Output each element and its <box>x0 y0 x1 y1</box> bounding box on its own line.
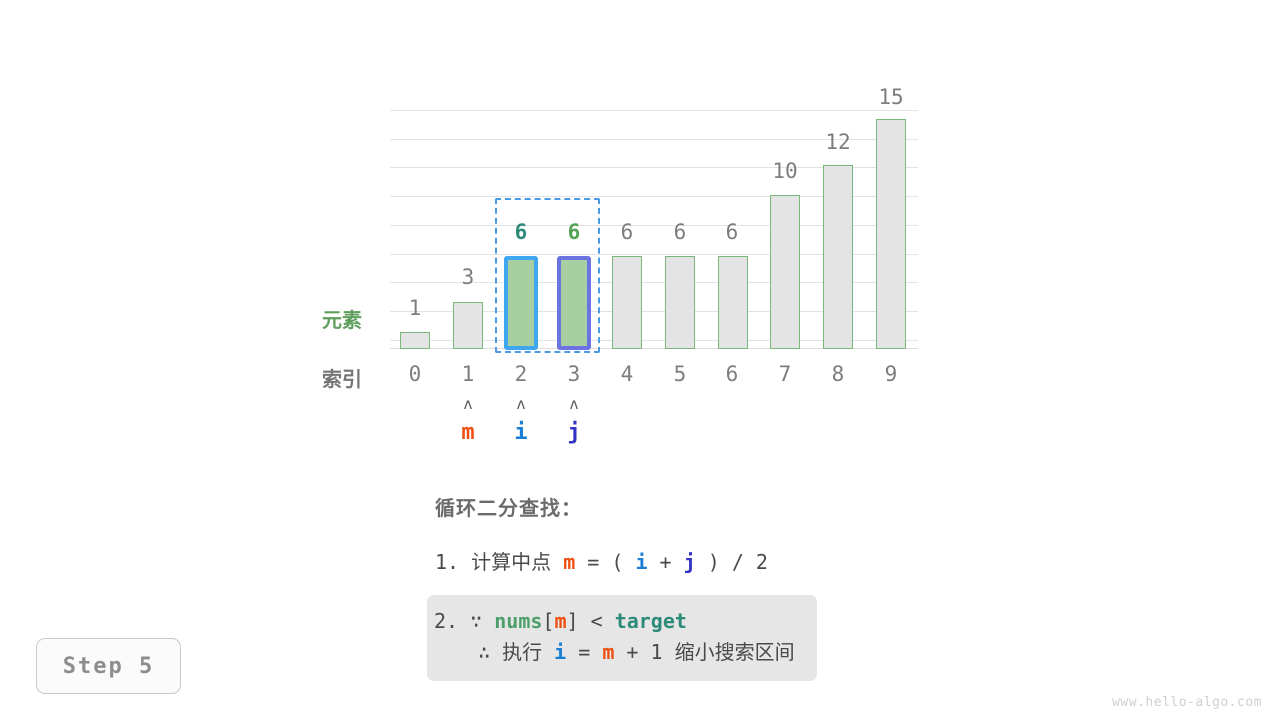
bar-value-1: 3 <box>461 265 475 289</box>
bar-value-6: 6 <box>725 220 739 244</box>
binary-search-chart: 元素 索引 1 3 6 6 6 6 6 10 12 15 0 1 2 3 4 5… <box>322 85 918 445</box>
bar-value-2: 6 <box>514 220 528 244</box>
explanation-step-2: 2. ∵ nums[m] < target ∴ 执行 i = m + 1 缩小搜… <box>427 595 817 681</box>
step1-div: ) / 2 <box>707 550 768 574</box>
caret-i-icon: ʌ <box>516 395 526 413</box>
bar-5 <box>665 256 695 349</box>
bar-value-4: 6 <box>620 220 634 244</box>
step-badge-label: Step 5 <box>62 653 155 679</box>
bar-8 <box>823 165 853 349</box>
step2-therefore-icon: ∴ <box>478 640 491 664</box>
step1-i: i <box>635 550 648 574</box>
explanation-block: 循环二分查找： 1. 计算中点 m = ( i + j ) / 2 2. ∵ n… <box>427 492 955 681</box>
caret-j-icon: ʌ <box>569 395 579 413</box>
search-range-box <box>495 198 600 353</box>
index-label-3: 3 <box>567 362 581 386</box>
pointer-label-j: j <box>567 420 581 445</box>
bar-value-5: 6 <box>673 220 687 244</box>
index-label-0: 0 <box>408 362 422 386</box>
bar-value-9: 15 <box>878 85 904 109</box>
bar-value-8: 12 <box>825 130 851 154</box>
step1-eq: = ( <box>587 550 624 574</box>
element-row-label: 元素 <box>322 308 362 332</box>
bar-value-0: 1 <box>408 296 422 320</box>
step2-target: target <box>614 609 687 633</box>
explanation-step-1: 1. 计算中点 m = ( i + j ) / 2 <box>435 547 955 578</box>
pointer-label-m: m <box>461 420 475 445</box>
gridline <box>390 110 918 111</box>
bar-value-3: 6 <box>567 220 581 244</box>
step1-text: 计算中点 <box>471 550 552 574</box>
step2-tail: 缩小搜索区间 <box>674 640 795 664</box>
step2-line-1: 2. ∵ nums[m] < target <box>434 606 795 637</box>
bar-7 <box>770 195 800 349</box>
index-label-1: 1 <box>461 362 475 386</box>
bar-3-pointer-j <box>557 256 591 350</box>
gridline <box>390 282 918 283</box>
bar-9 <box>876 119 906 349</box>
gridline <box>390 225 918 226</box>
explanation-title: 循环二分查找： <box>435 496 582 520</box>
bar-6 <box>718 256 748 349</box>
bar-0 <box>400 332 430 349</box>
gridline <box>390 340 918 341</box>
step2-m2: m <box>602 640 615 664</box>
index-row-label: 索引 <box>322 367 362 391</box>
step2-bracket-open: [ <box>542 609 555 633</box>
step1-j: j <box>683 550 696 574</box>
step2-number: 2. <box>434 609 459 633</box>
index-label-9: 9 <box>884 362 898 386</box>
step2-lt: < <box>590 609 603 633</box>
step2-i: i <box>554 640 567 664</box>
index-label-8: 8 <box>831 362 845 386</box>
index-label-2: 2 <box>514 362 528 386</box>
step2-plus-one: + 1 <box>626 640 663 664</box>
step1-m: m <box>563 550 576 574</box>
step2-bracket-close: ] <box>566 609 579 633</box>
step2-assign: = <box>578 640 591 664</box>
caret-m-icon: ʌ <box>463 395 473 413</box>
axis-baseline <box>390 348 918 349</box>
bar-4 <box>612 256 642 349</box>
step2-nums: nums <box>494 609 543 633</box>
pointer-label-i: i <box>514 420 528 445</box>
step2-m: m <box>554 609 567 633</box>
step2-because-icon: ∵ <box>470 609 483 633</box>
gridline <box>390 311 918 312</box>
index-label-5: 5 <box>673 362 687 386</box>
gridline <box>390 196 918 197</box>
index-label-7: 7 <box>778 362 792 386</box>
step2-exec: 执行 <box>502 640 543 664</box>
index-label-4: 4 <box>620 362 634 386</box>
gridline <box>390 139 918 140</box>
step1-number: 1. <box>435 550 460 574</box>
watermark: www.hello-algo.com <box>1112 695 1262 710</box>
bar-2-pointer-i <box>504 256 538 350</box>
step2-line-2: ∴ 执行 i = m + 1 缩小搜索区间 <box>434 637 795 668</box>
step-badge: Step 5 <box>36 638 181 694</box>
index-label-6: 6 <box>725 362 739 386</box>
step1-plus: + <box>659 550 672 574</box>
bar-value-7: 10 <box>772 159 798 183</box>
bar-1 <box>453 302 483 349</box>
gridline <box>390 254 918 255</box>
gridline <box>390 167 918 168</box>
